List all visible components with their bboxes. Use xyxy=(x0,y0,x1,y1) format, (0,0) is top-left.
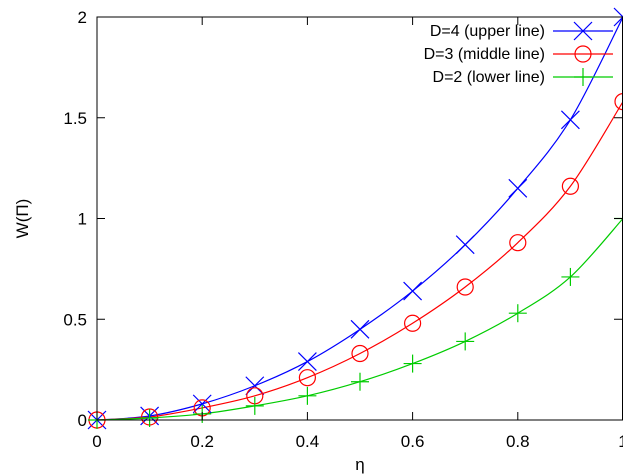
data-point-series-0 xyxy=(245,376,265,396)
y-tick-label: 0 xyxy=(78,411,87,430)
series-line-1 xyxy=(96,101,623,421)
data-point-series-1 xyxy=(614,93,623,111)
data-point-series-2 xyxy=(245,396,264,415)
legend: D=4 (upper line) D=3 (middle line) D=2 (lo… xyxy=(424,21,613,86)
axis-ticks: 0 0.2 0.4 0.6 0.8 1 0 0.5 1 1.5 2 xyxy=(63,8,623,451)
y-axis-label: W(Π) xyxy=(13,199,32,239)
data-point-series-0 xyxy=(455,235,475,255)
legend-label: D=3 (middle line) xyxy=(424,46,545,63)
x-tick-label: 1 xyxy=(618,432,623,451)
y-tick-label: 1 xyxy=(78,210,87,229)
data-point-series-2 xyxy=(140,408,159,427)
data-point-series-1 xyxy=(298,369,316,387)
data-point-series-2 xyxy=(403,354,422,373)
data-point-series-0 xyxy=(508,178,528,198)
x-axis-label: η xyxy=(355,455,364,474)
series-line-0 xyxy=(96,16,623,421)
x-tick-label: 0.4 xyxy=(296,432,320,451)
y-tick-label: 0.5 xyxy=(63,310,87,329)
data-point-series-2 xyxy=(561,267,580,286)
data-point-series-2 xyxy=(508,304,527,323)
legend-marker xyxy=(574,45,592,63)
data-point-series-1 xyxy=(351,344,369,363)
x-tick-label: 0.8 xyxy=(506,432,530,451)
data-point-series-0 xyxy=(350,319,370,339)
data-point-series-0 xyxy=(192,394,212,414)
legend-marker xyxy=(574,68,592,86)
data-point-series-2 xyxy=(298,386,317,405)
x-tick-label: 0.6 xyxy=(401,432,425,451)
y-tick-label: 1.5 xyxy=(63,109,87,128)
data-point-series-2 xyxy=(456,332,475,351)
data-point-series-1 xyxy=(456,278,474,296)
legend-marker xyxy=(573,21,593,41)
x-tick-label: 0.2 xyxy=(190,432,214,451)
data-point-series-0 xyxy=(613,7,623,27)
data-point-series-1 xyxy=(561,177,580,195)
data-point-series-0 xyxy=(560,110,580,130)
data-point-series-1 xyxy=(404,314,422,332)
y-tick-label: 2 xyxy=(78,8,87,27)
x-tick-label: 0 xyxy=(92,432,101,451)
legend-label: D=2 (lower line) xyxy=(433,69,545,86)
data-point-series-2 xyxy=(351,372,369,391)
legend-label: D=4 (upper line) xyxy=(430,23,545,40)
data-point-series-0 xyxy=(403,281,423,301)
data-point-series-0 xyxy=(297,352,317,371)
data-point-series-1 xyxy=(509,234,527,252)
